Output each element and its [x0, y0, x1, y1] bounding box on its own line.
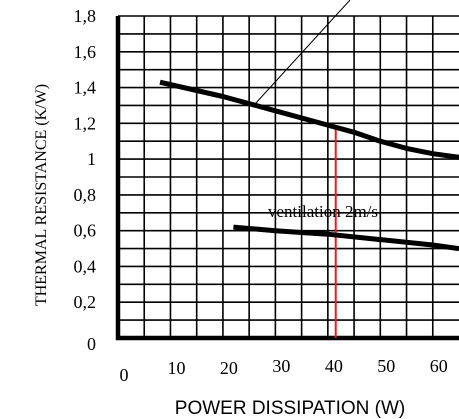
x-tick-label: 60 [430, 356, 448, 376]
x-tick-labels: 0 10 20 30 40 50 60 [120, 356, 448, 385]
x-tick-label: 30 [272, 356, 290, 376]
x-tick-label: 40 [325, 356, 343, 376]
x-tick-label: 10 [167, 358, 185, 378]
y-tick-label: 1,8 [74, 6, 97, 26]
y-tick-label: 1 [87, 149, 96, 169]
x-tick-label: 20 [220, 358, 238, 378]
series-line-1 [159, 79, 459, 160]
y-tick-label: 0,2 [74, 292, 97, 312]
y-tick-label: 1,2 [74, 113, 97, 133]
annotation-ventilation: ventilation 2m/s [268, 202, 378, 221]
x-axis-label: POWER DISSIPATION (W) [175, 398, 405, 419]
series-layer [159, 79, 459, 252]
grid [118, 15, 459, 338]
y-tick-label: 0,4 [74, 256, 97, 276]
y-tick-label: 1,4 [74, 78, 97, 98]
x-tick-label: 50 [377, 356, 395, 376]
y-axis-label: THERMAL RESISTANCE (K/W) [33, 84, 50, 306]
annotation-leader-line [254, 0, 351, 105]
series-line-2 [233, 224, 459, 252]
axes [115, 16, 459, 341]
y-tick-label: 0 [87, 334, 96, 354]
y-tick-labels: 0 0,2 0,4 0,6 0,8 1 1,2 1,4 1,6 1,8 [74, 6, 97, 354]
x-tick-label: 0 [120, 365, 129, 385]
y-tick-label: 0,6 [74, 221, 97, 241]
annotation-layer [254, 0, 351, 105]
y-tick-label: 0,8 [74, 185, 97, 205]
y-tick-label: 1,6 [74, 42, 97, 62]
